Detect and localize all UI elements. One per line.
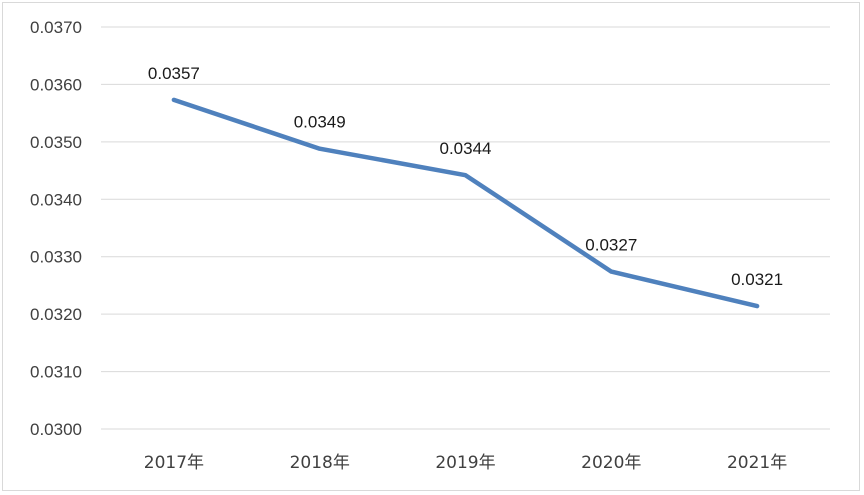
x-axis-ticks: 2017年 2018年 2019年 2020年 2021年 xyxy=(144,453,787,473)
y-tick-label: 0.0320 xyxy=(30,305,82,324)
x-tick-label: 2017年 xyxy=(144,453,204,473)
data-label: 0.0349 xyxy=(294,113,346,132)
y-tick-label: 0.0300 xyxy=(30,420,82,439)
y-tick-label: 0.0310 xyxy=(30,363,82,382)
x-tick-label: 2021年 xyxy=(727,453,787,473)
y-tick-label: 0.0330 xyxy=(30,248,82,267)
y-tick-label: 0.0340 xyxy=(30,190,82,209)
data-label: 0.0357 xyxy=(148,64,200,83)
data-label: 0.0327 xyxy=(585,236,637,255)
x-tick-label: 2020年 xyxy=(581,453,641,473)
data-label: 0.0321 xyxy=(731,270,783,289)
y-tick-label: 0.0360 xyxy=(30,75,82,94)
x-tick-label: 2019年 xyxy=(435,453,495,473)
y-axis-ticks: 0.0300 0.0310 0.0320 0.0330 0.0340 0.0350 0.03… xyxy=(30,18,82,439)
series-layer xyxy=(171,97,760,309)
series-line xyxy=(171,97,760,309)
data-labels: 0.0357 0.0349 0.0344 0.0327 0.0321 xyxy=(148,64,783,289)
gridlines xyxy=(101,26,830,430)
data-label: 0.0344 xyxy=(440,139,492,158)
x-tick-label: 2018年 xyxy=(290,453,350,473)
y-tick-label: 0.0350 xyxy=(30,133,82,152)
y-tick-label: 0.0370 xyxy=(30,18,82,37)
